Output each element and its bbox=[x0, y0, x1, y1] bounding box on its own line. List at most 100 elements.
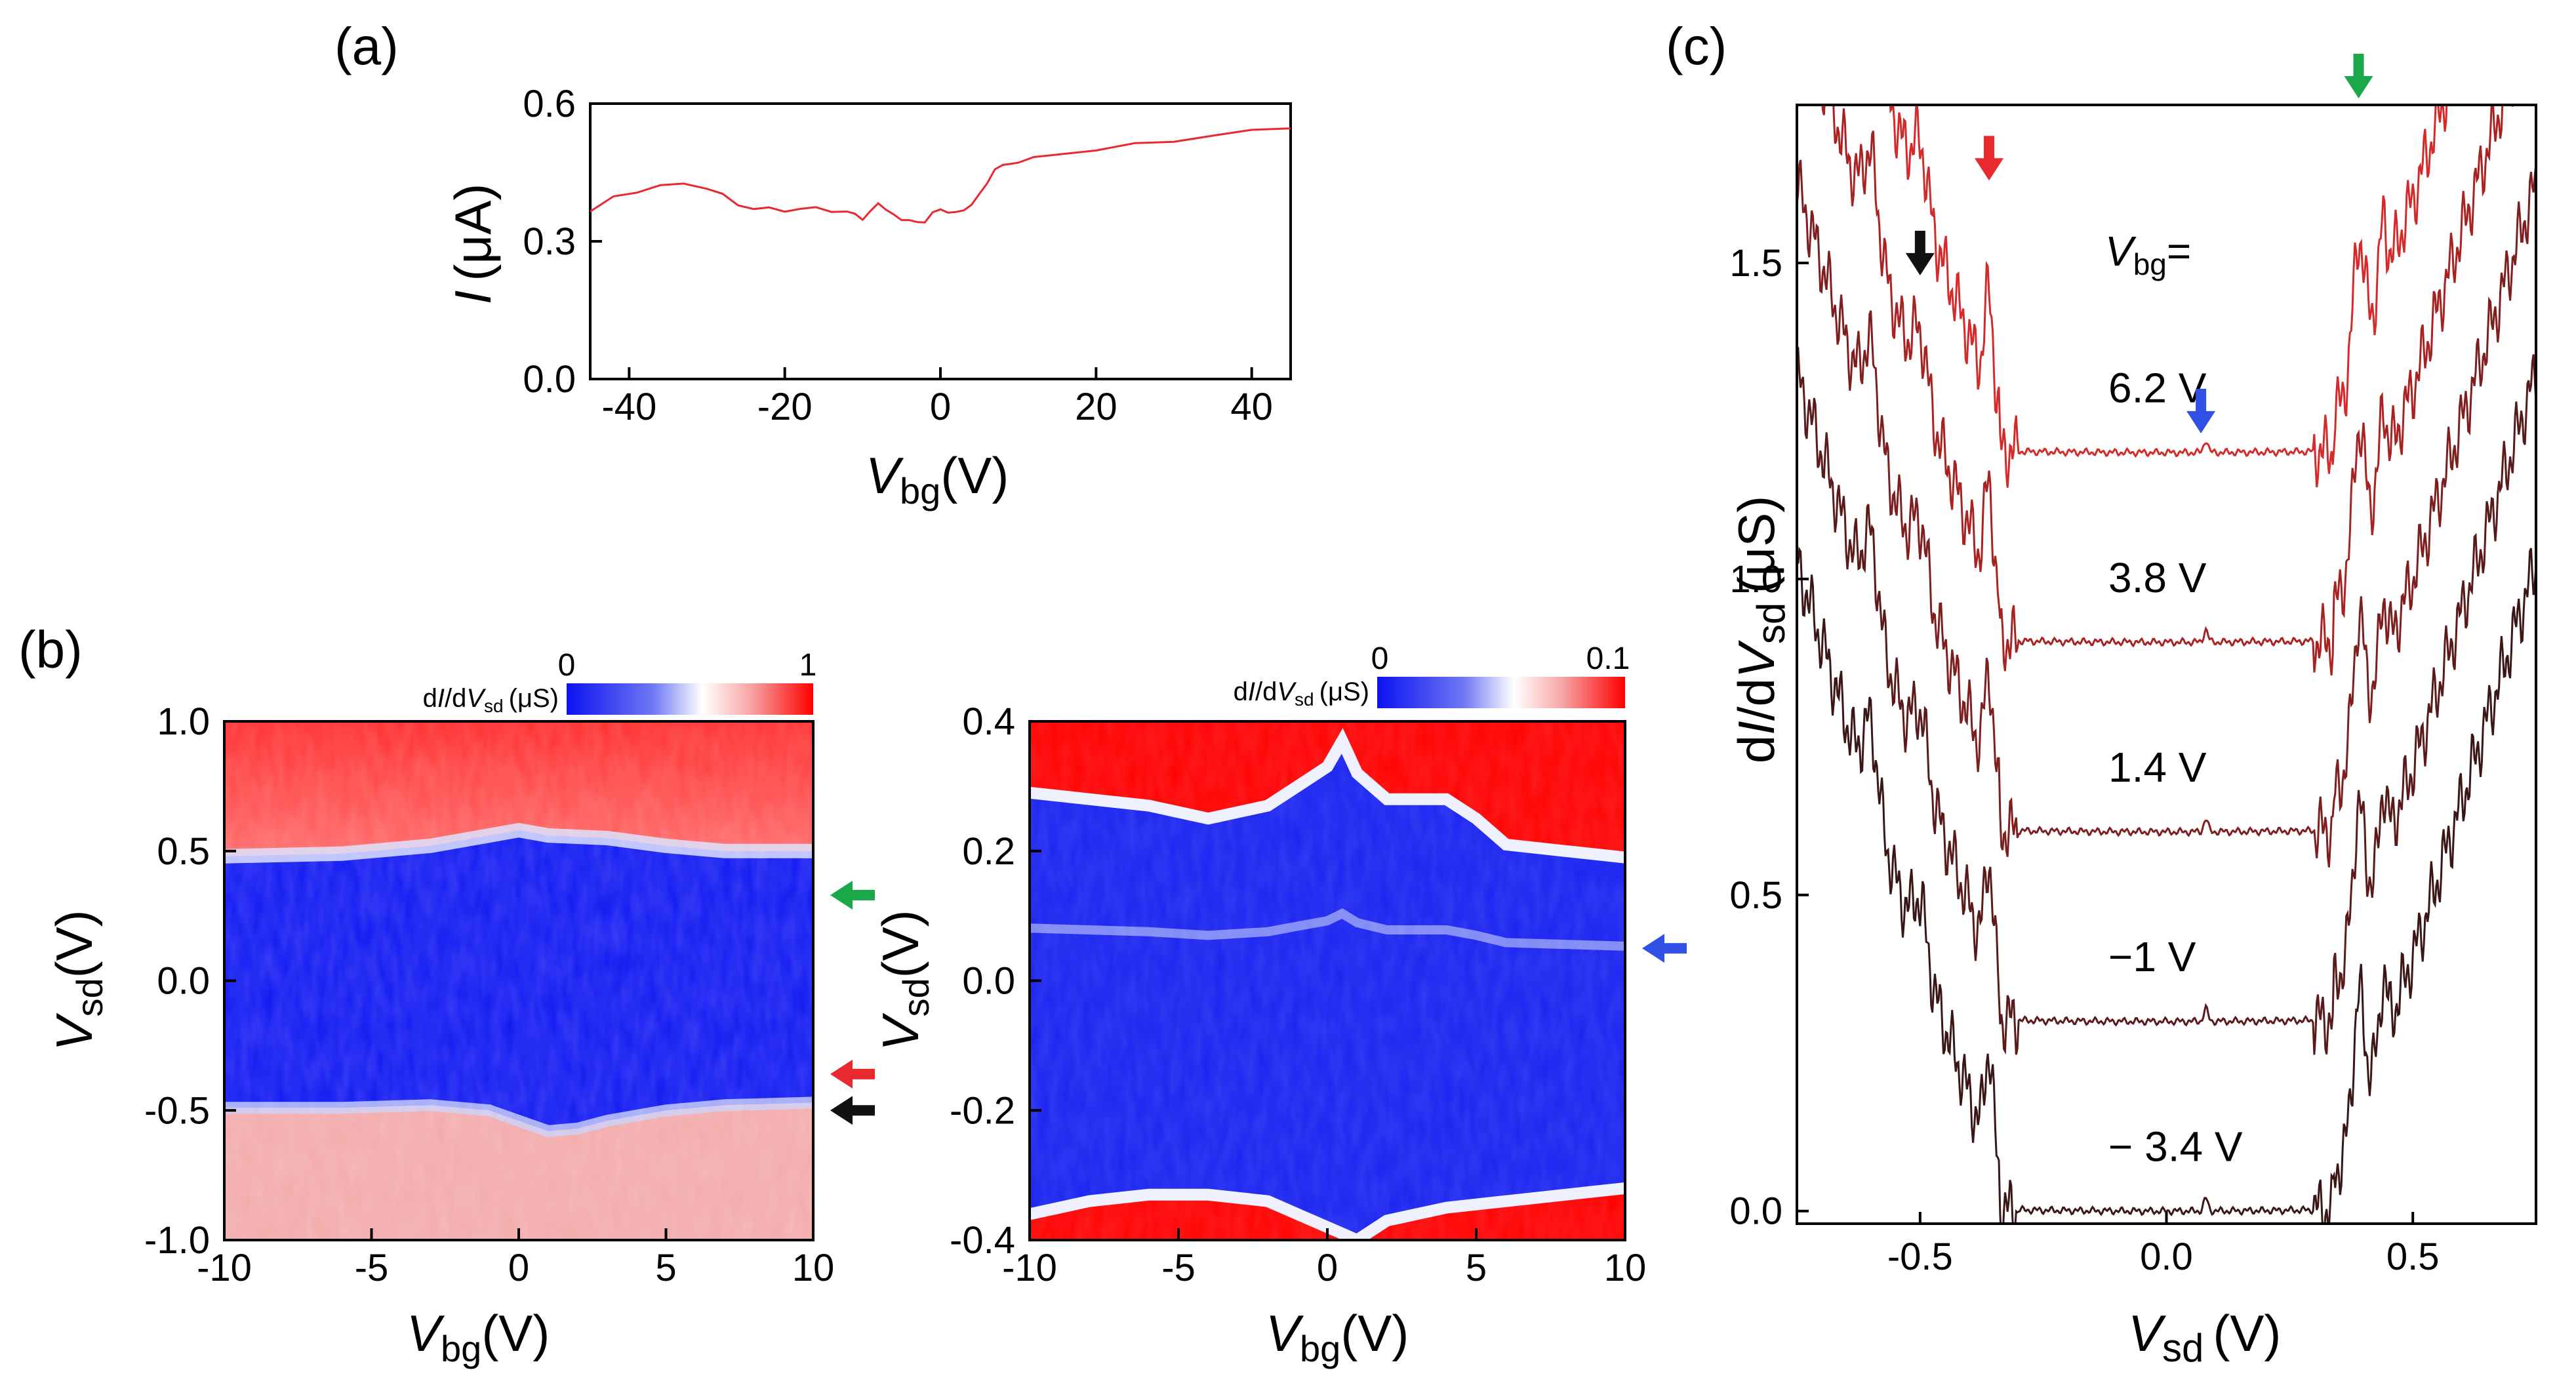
series-label: −1 V bbox=[2108, 933, 2196, 980]
panel-a-ylabel: I (μA) bbox=[444, 184, 502, 305]
panel-a-ticks: -40 -20 0 20 40 0.0 0.3 0.6 bbox=[523, 83, 1273, 428]
panel-b-left-heatmap: -10 -5 0 5 10-1.0-0.50.00.51.0 0 1 dI/dVsd (μ… bbox=[45, 648, 875, 1369]
legend-title-sub: bg bbox=[2133, 247, 2167, 281]
x-tick-label: -20 bbox=[757, 386, 813, 428]
heatmap-left-noise bbox=[224, 721, 813, 1240]
x-tick-label: 20 bbox=[1075, 386, 1117, 428]
y-tick-label: 0.0 bbox=[157, 960, 210, 1003]
y-tick-label: -0.5 bbox=[144, 1089, 210, 1132]
cbr-v: V bbox=[1277, 677, 1297, 706]
y-tick-label: 0.0 bbox=[1729, 1190, 1782, 1233]
panel-a-frame bbox=[589, 102, 1292, 380]
heatmap-right-xlabel: Vbg(V) bbox=[1266, 1304, 1409, 1369]
c-xlabel-main: V bbox=[2128, 1304, 2167, 1362]
x-tick-label: 5 bbox=[655, 1247, 676, 1289]
panel-b-right-heatmap: -10 -5 0 5 10-0.4-0.20.00.20.4 0 0.1 dI/dVsd… bbox=[872, 641, 1687, 1369]
y-tick-label: 0.0 bbox=[523, 358, 576, 401]
br-ylabel-main: V bbox=[872, 1013, 929, 1051]
y-tick-label: 0.3 bbox=[523, 220, 576, 263]
x-tick-label: 0 bbox=[1317, 1247, 1338, 1289]
x-tick-label: 0 bbox=[930, 386, 951, 428]
br-xlabel-unit: (V) bbox=[1340, 1304, 1409, 1362]
x-tick-label: 5 bbox=[1466, 1247, 1487, 1289]
series-label: 1.4 V bbox=[2108, 744, 2207, 791]
bl-ylabel-sub: sd bbox=[69, 978, 110, 1016]
arrow-black bbox=[1905, 230, 1935, 275]
series-label: − 3.4 V bbox=[2108, 1123, 2243, 1170]
c-ylabel-i: I bbox=[1727, 721, 1785, 735]
c-ylabel-sub: sd bbox=[1749, 603, 1793, 644]
y-tick-label: 1.0 bbox=[1729, 558, 1782, 601]
colorbar-right-min: 0 bbox=[1371, 641, 1389, 676]
panel-a-current-vs-vbg: -40 -20 0 20 40 0.0 0.3 0.6 Vbg(V) I (μA) bbox=[444, 83, 1292, 512]
bl-xlabel-main: V bbox=[407, 1304, 445, 1362]
c-ylabel-unit: (μS) bbox=[1727, 496, 1785, 593]
c-ylabel-d: d bbox=[1727, 735, 1785, 763]
panel-label-c: (c) bbox=[1666, 17, 1727, 75]
heatmap-right-ticks: -10 -5 0 5 10 -0.4 -0.2 0.0 0.2 0.4 bbox=[950, 700, 1646, 1289]
panel-a-xlabel-main: V bbox=[866, 447, 904, 504]
x-tick-label: 0.0 bbox=[2140, 1235, 2193, 1278]
panel-a-xlabel: Vbg(V) bbox=[866, 447, 1009, 512]
br-xlabel-sub: bg bbox=[1300, 1328, 1340, 1369]
legend-title-eq: = bbox=[2167, 228, 2191, 275]
bl-ylabel-main: V bbox=[45, 1013, 103, 1051]
x-tick-label: 10 bbox=[1604, 1247, 1647, 1289]
br-xlabel-main: V bbox=[1266, 1304, 1304, 1362]
panel-c-ticks: -0.5 0.0 0.5 0.0 0.5 1.0 1.5 bbox=[1729, 242, 2439, 1278]
cbl-d: d bbox=[423, 684, 437, 713]
panel-a-xlabel-unit: (V) bbox=[940, 447, 1009, 504]
panel-label-b: (b) bbox=[18, 620, 83, 679]
series-line bbox=[1821, 105, 2514, 676]
arrow-black bbox=[830, 1096, 875, 1125]
c-xlabel-unit: (V) bbox=[2213, 1304, 2281, 1362]
bl-ylabel-unit: (V) bbox=[45, 910, 103, 978]
br-ylabel-unit: (V) bbox=[872, 910, 929, 978]
cbl-unit: (μS) bbox=[509, 684, 559, 713]
panel-c-didv-curves: -0.5 0.0 0.5 0.0 0.5 1.0 1.5 6.2 V 3.8 V 1.4 V −1… bbox=[1727, 54, 2537, 1370]
colorbar-right bbox=[1377, 677, 1625, 708]
panel-a-current-line bbox=[590, 127, 1291, 224]
x-tick-label: -0.5 bbox=[1887, 1235, 1953, 1278]
y-tick-label: -0.2 bbox=[950, 1089, 1015, 1132]
c-ylabel-mid: /d bbox=[1727, 678, 1785, 721]
c-ylabel-v: V bbox=[1727, 639, 1785, 678]
y-tick-label: 0.4 bbox=[962, 700, 1015, 743]
y-tick-label: 0.0 bbox=[962, 960, 1015, 1003]
heatmap-right-ylabel: Vsd(V) bbox=[872, 910, 936, 1051]
colorbar-left bbox=[567, 683, 813, 715]
series-label: 6.2 V bbox=[2108, 365, 2207, 412]
cbr-mid: /d bbox=[1255, 677, 1277, 706]
series-line bbox=[1797, 159, 2536, 868]
y-tick-label: 0.2 bbox=[962, 830, 1015, 873]
panel-a-xlabel-sub: bg bbox=[900, 470, 940, 512]
arrow-blue bbox=[1642, 934, 1687, 963]
heatmap-left-xlabel: Vbg(V) bbox=[407, 1304, 550, 1369]
x-tick-label: -40 bbox=[601, 386, 656, 428]
y-tick-label: -1.0 bbox=[144, 1219, 210, 1262]
cbr-sub: sd bbox=[1295, 689, 1314, 710]
y-tick-label: 0.5 bbox=[1729, 874, 1782, 917]
panel-c-series-labels: 6.2 V 3.8 V 1.4 V −1 V − 3.4 V bbox=[2108, 365, 2243, 1171]
x-tick-label: -5 bbox=[355, 1247, 389, 1289]
series-line bbox=[1797, 546, 2536, 1224]
panel-c-arrows bbox=[1905, 54, 2373, 433]
panel-c-xlabel: Vsd (V) bbox=[2128, 1304, 2281, 1370]
legend-title-main: V bbox=[2105, 228, 2137, 275]
legend-title: Vbg= bbox=[2105, 228, 2191, 281]
y-tick-label: 0.6 bbox=[523, 83, 576, 125]
bl-xlabel-sub: bg bbox=[441, 1328, 481, 1369]
colorbar-left-label: dI/dVsd (μS) bbox=[423, 684, 559, 716]
colorbar-left-max: 1 bbox=[799, 648, 817, 683]
arrow-green bbox=[830, 880, 875, 910]
heatmap-left-arrows bbox=[830, 880, 875, 1125]
cbr-i: I bbox=[1248, 677, 1255, 706]
heatmap-right-arrows bbox=[1642, 934, 1687, 963]
colorbar-right-label: dI/dVsd (μS) bbox=[1234, 677, 1369, 710]
y-tick-label: 1.0 bbox=[157, 700, 210, 743]
cbr-unit: (μS) bbox=[1319, 677, 1369, 706]
bl-xlabel-unit: (V) bbox=[481, 1304, 550, 1362]
x-tick-label: -10 bbox=[197, 1247, 252, 1289]
heatmap-left-ticks: -10 -5 0 5 10 -1.0 -0.5 0.0 0.5 1.0 bbox=[144, 700, 834, 1289]
